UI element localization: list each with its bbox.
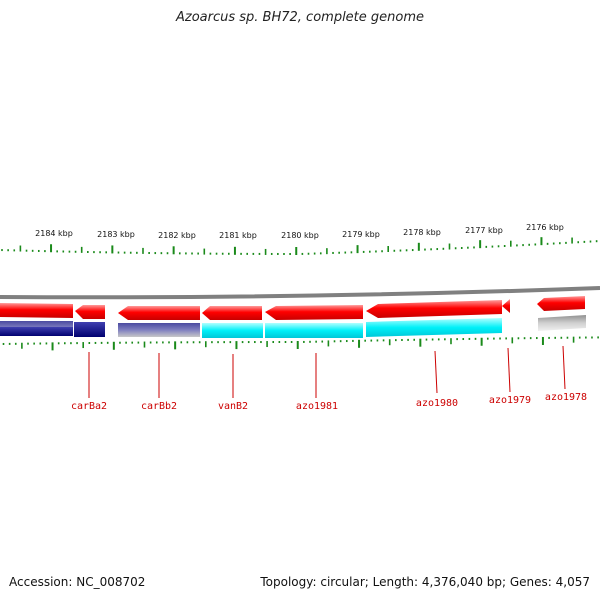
gene-arrow[interactable] xyxy=(0,303,73,318)
genome-summary: Topology: circular; Length: 4,376,040 bp… xyxy=(260,575,590,589)
feature-bars xyxy=(0,315,586,338)
gene-label[interactable]: carBa2 xyxy=(71,401,107,412)
scale-label: 2179 kbp xyxy=(342,230,380,239)
scale-ticks-inner xyxy=(2,336,599,351)
feature-bar-slate xyxy=(118,323,200,337)
scale-label: 2176 kbp xyxy=(526,223,564,232)
map-title: Azoarcus sp. BH72, complete genome xyxy=(175,10,425,25)
accession-label: Accession: NC_008702 xyxy=(9,575,146,589)
scale-label: 2182 kbp xyxy=(158,231,196,240)
genome-backbone xyxy=(0,286,600,300)
gene-arrow[interactable] xyxy=(75,305,105,319)
feature-bar-grey xyxy=(538,315,586,331)
gene-label[interactable]: vanB2 xyxy=(218,401,248,412)
gene-arrow[interactable] xyxy=(202,306,262,320)
scale-label: 2177 kbp xyxy=(465,226,503,235)
gene-arrow[interactable] xyxy=(118,306,200,320)
gene-arrow[interactable] xyxy=(366,300,502,318)
gene-label[interactable]: azo1978 xyxy=(545,392,587,403)
feature-bar-navy xyxy=(74,322,105,337)
gene-label[interactable]: azo1980 xyxy=(416,398,458,409)
scale-label: 2184 kbp xyxy=(35,229,73,238)
gene-arrows xyxy=(0,296,585,320)
scale-labels: 2184 kbp 2183 kbp 2182 kbp 2181 kbp 2180… xyxy=(35,223,564,240)
scale-label: 2180 kbp xyxy=(281,231,319,240)
gene-arrow[interactable] xyxy=(265,305,363,320)
gene-label[interactable]: carBb2 xyxy=(141,401,177,412)
scale-label: 2178 kbp xyxy=(403,228,441,237)
scale-ticks-outer xyxy=(1,237,598,255)
gene-arrow[interactable] xyxy=(537,296,585,311)
feature-bar-cyan xyxy=(265,323,363,338)
gene-arrow[interactable] xyxy=(502,299,510,313)
leader-line xyxy=(507,347,511,393)
scale-label: 2183 kbp xyxy=(97,230,135,239)
gene-label[interactable]: azo1979 xyxy=(489,395,531,406)
feature-bar-cyan xyxy=(202,323,263,338)
scale-label: 2181 kbp xyxy=(219,231,257,240)
leader-line xyxy=(562,345,566,390)
gene-label[interactable]: azo1981 xyxy=(296,401,338,412)
label-leaders xyxy=(88,345,566,398)
leader-line xyxy=(434,350,438,394)
feature-bar-cyan xyxy=(366,318,502,337)
gene-labels: carBa2 carBb2 vanB2 azo1981 azo1980 azo1… xyxy=(71,392,587,412)
feature-bar-navy xyxy=(0,327,73,336)
